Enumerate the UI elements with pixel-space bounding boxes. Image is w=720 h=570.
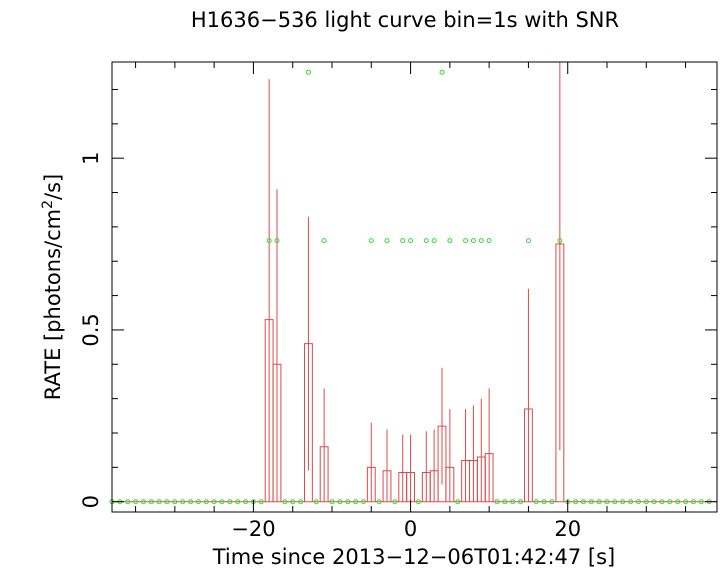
plot-marks <box>109 62 717 505</box>
snr-point <box>455 499 461 505</box>
snr-point <box>486 238 492 244</box>
snr-point <box>243 499 249 505</box>
snr-point <box>478 238 484 244</box>
snr-point <box>384 238 390 244</box>
x-tick-label: 20 <box>554 517 581 541</box>
snr-point <box>313 499 319 505</box>
snr-point <box>643 499 649 505</box>
snr-point <box>525 238 531 244</box>
snr-point <box>392 499 398 505</box>
y-axis-label-sup: 2 <box>40 200 56 209</box>
snr-point <box>133 499 139 505</box>
snr-point <box>219 499 225 505</box>
snr-point <box>557 238 563 244</box>
snr-point <box>580 499 586 505</box>
snr-point <box>235 499 241 505</box>
snr-point <box>698 499 704 505</box>
snr-point <box>604 499 610 505</box>
snr-point <box>494 499 500 505</box>
snr-point <box>431 238 437 244</box>
snr-point <box>345 499 351 505</box>
snr-point <box>423 238 429 244</box>
x-tick-label: −20 <box>231 517 275 541</box>
snr-point <box>164 499 170 505</box>
snr-point <box>282 499 288 505</box>
y-axis-label: RATE [photons/cm2/s] <box>40 174 65 400</box>
snr-point <box>415 499 421 505</box>
plot-frame <box>111 61 718 513</box>
snr-point <box>447 238 453 244</box>
snr-point <box>266 238 272 244</box>
snr-point <box>510 499 516 505</box>
snr-point <box>156 499 162 505</box>
y-axis-label-prefix: RATE [photons/cm <box>41 209 65 400</box>
snr-point <box>683 499 689 505</box>
y-tick-label: 0.5 <box>79 313 103 346</box>
snr-point <box>635 499 641 505</box>
snr-point <box>628 499 634 505</box>
x-tick-labels: −20 0 20 <box>231 517 581 541</box>
snr-point <box>596 499 602 505</box>
snr-point <box>195 499 201 505</box>
snr-point <box>690 499 696 505</box>
snr-point <box>376 499 382 505</box>
y-tick-label: 1 <box>79 151 103 164</box>
snr-point <box>329 499 335 505</box>
snr-point <box>400 238 406 244</box>
snr-point <box>502 499 508 505</box>
snr-point <box>533 499 539 505</box>
x-axis-label: Time since 2013−12−06T01:42:47 [s] <box>212 545 616 569</box>
snr-point <box>337 499 343 505</box>
snr-point <box>125 499 131 505</box>
y-axis-label-suffix: /s] <box>41 174 65 200</box>
snr-point <box>211 499 217 505</box>
snr-point <box>518 499 524 505</box>
x-tick-label: 0 <box>404 517 417 541</box>
snr-point <box>573 499 579 505</box>
snr-point <box>463 238 469 244</box>
snr-point <box>549 499 555 505</box>
snr-point <box>368 238 374 244</box>
snr-point <box>470 238 476 244</box>
snr-point <box>360 499 366 505</box>
snr-point <box>203 499 209 505</box>
snr-point <box>258 499 264 505</box>
snr-point <box>675 499 681 505</box>
snr-point <box>305 69 311 75</box>
snr-point <box>290 499 296 505</box>
snr-point <box>612 499 618 505</box>
chart-title: H1636−536 light curve bin=1s with SNR <box>191 8 619 32</box>
snr-point <box>321 238 327 244</box>
snr-point <box>172 499 178 505</box>
snr-point <box>227 499 233 505</box>
snr-point <box>274 238 280 244</box>
snr-point <box>659 499 665 505</box>
snr-point <box>541 499 547 505</box>
snr-point <box>439 69 445 75</box>
axis-ticks <box>112 62 717 512</box>
snr-point <box>298 499 304 505</box>
snr-point <box>140 499 146 505</box>
snr-point <box>620 499 626 505</box>
snr-point <box>180 499 186 505</box>
snr-point <box>408 238 414 244</box>
snr-point <box>667 499 673 505</box>
snr-point <box>148 499 154 505</box>
snr-point <box>651 499 657 505</box>
snr-point <box>588 499 594 505</box>
snr-point <box>353 499 359 505</box>
y-tick-labels: 00.51 <box>79 151 103 508</box>
snr-point <box>188 499 194 505</box>
y-tick-label: 0 <box>79 495 103 508</box>
